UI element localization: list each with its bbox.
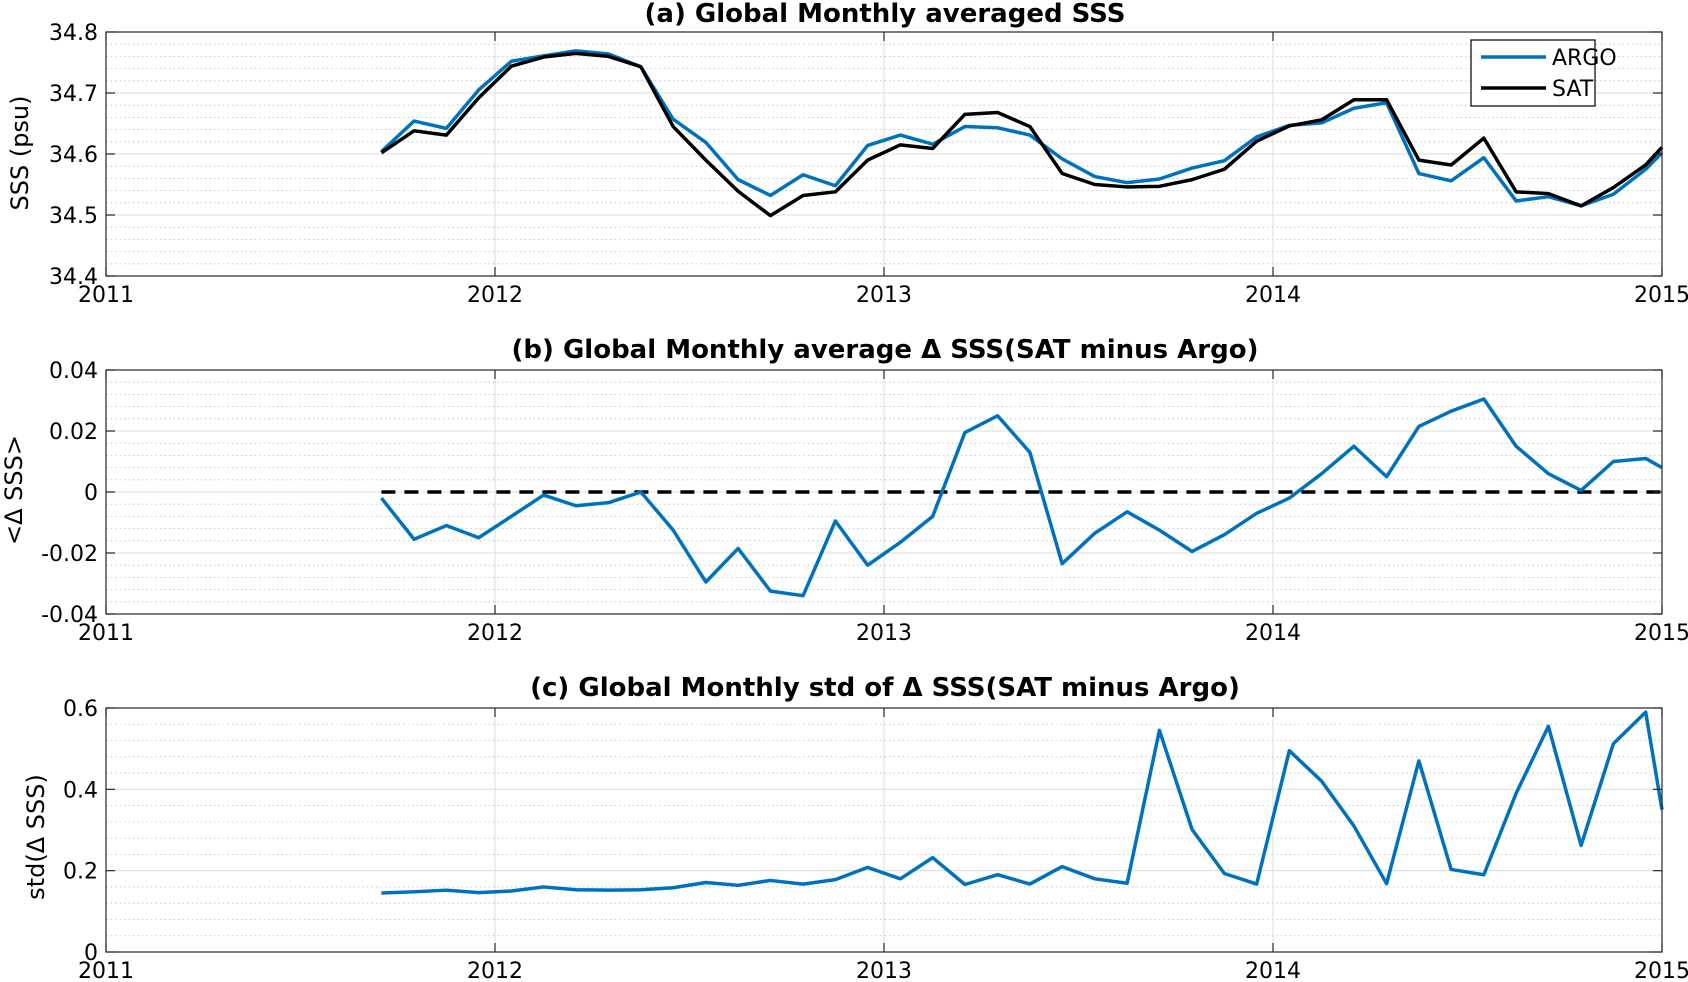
panel-a-series-argo-line	[380, 49, 1664, 208]
panel-c-x-tick-label: 2014	[1245, 959, 1301, 982]
panel-b-x-tick-label: 2012	[467, 621, 523, 646]
legend-sat-label: SAT	[1552, 77, 1594, 102]
panel-c-ylabel: std(Δ SSS)	[22, 774, 50, 900]
panel-b-series-delta-sss-line	[380, 397, 1663, 598]
panel-a-y-tick-label: 34.4	[49, 265, 98, 290]
panel-a-ylabel: SSS (psu)	[6, 95, 34, 210]
panel-b-y-tick-label: 0	[84, 481, 98, 506]
panel-c-x-tick-label: 2015	[1634, 959, 1688, 982]
panel-c-x-tick-label: 2012	[467, 959, 523, 982]
panel-c-y-tick-label: 0.6	[63, 697, 98, 722]
panel-a-y-tick-label: 34.5	[49, 204, 98, 229]
panel-a: (a) Global Monthly averaged SSS SSS (psu…	[6, 0, 1688, 308]
panel-c-x-tick-label: 2013	[856, 959, 912, 982]
panel-a-y-tick-label: 34.6	[49, 143, 98, 168]
panel-a-series-sat-line	[380, 51, 1664, 218]
panel-c-y-tick-label: 0.4	[63, 778, 98, 803]
panel-a-x-tick-label: 2012	[467, 283, 523, 308]
panel-b-x-tick-label: 2014	[1245, 621, 1301, 646]
panel-b-x-tick-label: 2015	[1634, 621, 1688, 646]
panel-b-x-tick-label: 2013	[856, 621, 912, 646]
legend-box	[1470, 39, 1596, 107]
panel-c: (c) Global Monthly std of Δ SSS(SAT minu…	[22, 673, 1688, 982]
panel-a-x-tick-label: 2014	[1245, 283, 1301, 308]
panel-a-legend: ARGO SAT	[1470, 39, 1617, 107]
panel-b-title: (b) Global Monthly average Δ SSS(SAT min…	[512, 335, 1259, 365]
panel-b-y-tick-label: -0.02	[41, 542, 98, 567]
panel-a-x-tick-label: 2013	[856, 283, 912, 308]
panel-a-y-tick-label: 34.8	[49, 21, 98, 46]
panel-a-title: (a) Global Monthly averaged SSS	[645, 0, 1126, 29]
panel-b-y-tick-label: 0.02	[49, 420, 98, 445]
panel-c-x-tick-label: 2011	[78, 959, 134, 982]
panel-b-y-tick-label: -0.04	[41, 603, 98, 628]
panel-b-x-tick-label: 2011	[78, 621, 134, 646]
panel-b-y-tick-label: 0.04	[49, 359, 98, 384]
legend-argo-label: ARGO	[1552, 46, 1617, 71]
panel-c-y-tick-label: 0	[84, 941, 98, 966]
panel-c-title: (c) Global Monthly std of Δ SSS(SAT minu…	[530, 673, 1240, 703]
panel-b: (b) Global Monthly average Δ SSS(SAT min…	[0, 335, 1688, 646]
panel-c-series-delta-sss-line	[381, 710, 1664, 895]
panel-a-x-tick-label: 2015	[1634, 283, 1688, 308]
panel-b-ylabel: <Δ SSS>	[0, 435, 28, 545]
panel-a-x-tick-label: 2011	[78, 283, 134, 308]
panel-c-y-tick-label: 0.2	[63, 860, 98, 885]
panel-a-y-tick-label: 34.7	[49, 82, 98, 107]
